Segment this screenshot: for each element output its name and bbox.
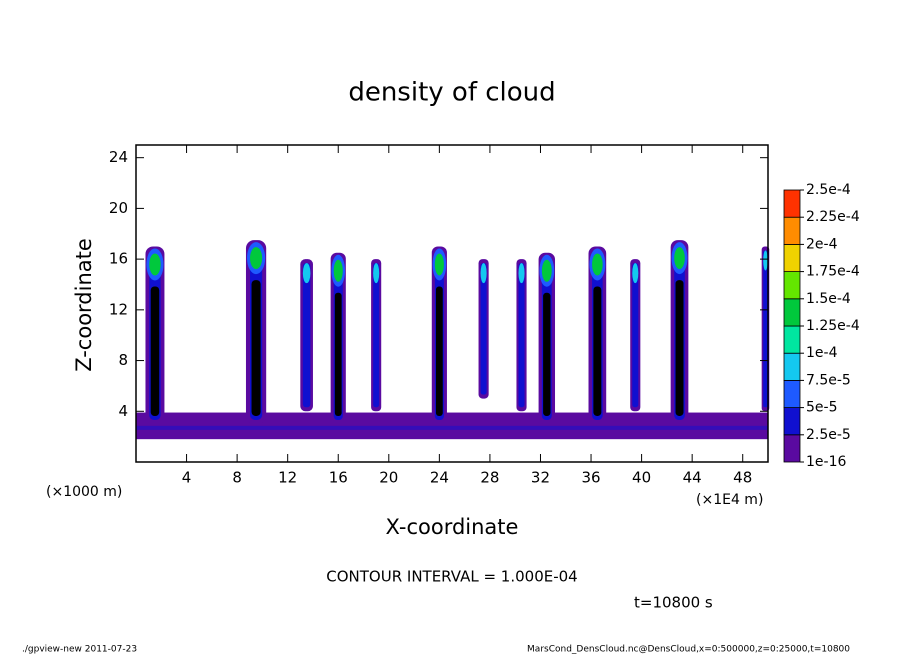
chart-title: density of cloud xyxy=(348,78,555,108)
y-tick-label: 20 xyxy=(109,199,128,217)
colorbar-label: 1e-4 xyxy=(806,345,838,361)
cloud-top-peak xyxy=(149,253,161,276)
cloud-top-peak xyxy=(434,253,444,276)
colorbar-label: 2.5e-4 xyxy=(806,182,851,198)
x-tick-label: 20 xyxy=(379,469,398,487)
x-tick-label: 40 xyxy=(632,469,651,487)
colorbar-box xyxy=(783,243,801,272)
cloud-core xyxy=(150,286,160,416)
cloud-top-peak xyxy=(674,247,685,270)
y-tick-label: 16 xyxy=(109,250,128,268)
cloud-column-inner xyxy=(373,263,380,408)
colorbar-box xyxy=(783,189,801,218)
x-tick-label: 12 xyxy=(278,469,297,487)
contour-interval: CONTOUR INTERVAL = 1.000E-04 xyxy=(326,568,577,586)
y-tick-label: 12 xyxy=(109,300,128,318)
cloud-top-peak xyxy=(333,259,343,282)
colorbar-label: 7.5e-5 xyxy=(806,372,851,388)
colorbar-box xyxy=(783,298,801,327)
footer-left: ./gpview-new 2011-07-23 xyxy=(22,645,137,654)
cloud-core xyxy=(675,280,684,416)
cloud-core xyxy=(251,280,261,416)
x-tick-label: 24 xyxy=(430,469,449,487)
x-tick-label: 4 xyxy=(182,469,192,487)
cloud-top-peak xyxy=(592,253,603,276)
x-tick-label: 16 xyxy=(329,469,348,487)
y-axis-label: Z-coordinate xyxy=(72,238,96,372)
cloud-top xyxy=(763,250,768,271)
colorbar-box xyxy=(783,271,801,300)
cloud-top xyxy=(302,263,311,284)
colorbar-box xyxy=(783,407,801,436)
cloud-top xyxy=(373,263,380,284)
plot-frame xyxy=(135,144,769,463)
colorbar-label: 1.25e-4 xyxy=(806,318,860,334)
colorbar-box xyxy=(783,216,801,245)
colorbar-label: 5e-5 xyxy=(806,400,837,416)
cloud-column-inner xyxy=(302,263,311,408)
y-tick-label: 24 xyxy=(109,148,128,166)
cloud-core xyxy=(435,286,443,416)
colorbar-box xyxy=(783,434,801,463)
cloud-top-peak xyxy=(250,247,263,270)
colorbar-label: 1.5e-4 xyxy=(806,291,851,307)
cloud-column-inner xyxy=(632,263,639,408)
cloud-core xyxy=(593,286,602,416)
x-tick-label: 48 xyxy=(733,469,752,487)
cloud-core xyxy=(543,292,551,416)
colorbar-label: 2.5e-5 xyxy=(806,427,851,443)
x-tick-label: 28 xyxy=(480,469,499,487)
y-tick-label: 4 xyxy=(118,402,128,420)
x-tick-label: 36 xyxy=(581,469,600,487)
y-tick-label: 8 xyxy=(118,351,128,369)
x-tick-label: 44 xyxy=(683,469,702,487)
x-axis-label: X-coordinate xyxy=(386,515,519,539)
cloud-layer-inner xyxy=(136,425,768,430)
x-tick-label: 8 xyxy=(232,469,242,487)
colorbar-label: 2e-4 xyxy=(806,236,838,252)
cloud-column-inner xyxy=(518,263,525,408)
colorbar-box xyxy=(783,325,801,354)
cloud-top xyxy=(518,263,525,284)
x-tick-label: 32 xyxy=(531,469,550,487)
time-label: t=10800 s xyxy=(634,594,713,612)
cloud-top xyxy=(632,263,639,284)
colorbar-label: 1e-16 xyxy=(806,454,846,470)
colorbar-label: 1.75e-4 xyxy=(806,264,860,280)
footer-right: MarsCond_DensCloud.nc@DensCloud,x=0:5000… xyxy=(527,645,850,654)
x-unit-right: (×1E4 m) xyxy=(696,492,763,508)
colorbar-box xyxy=(783,379,801,408)
colorbar-box xyxy=(783,352,801,381)
cloud-top xyxy=(480,263,487,284)
cloud-column-inner xyxy=(763,250,768,408)
cloud-column-inner xyxy=(480,263,487,395)
colorbar-label: 2.25e-4 xyxy=(806,209,860,225)
cloud-core xyxy=(334,292,342,416)
cloud-top-peak xyxy=(541,259,552,282)
x-unit-left: (×1000 m) xyxy=(46,484,122,500)
